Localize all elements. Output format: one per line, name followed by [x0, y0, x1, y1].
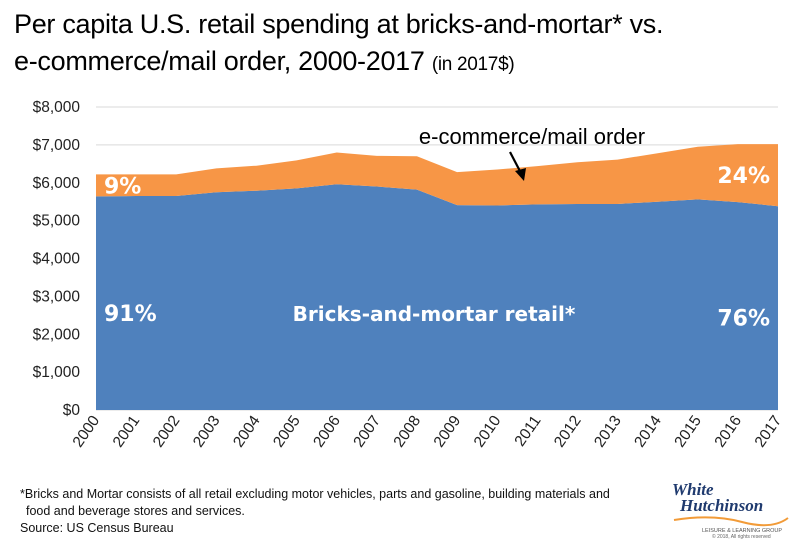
chart-title-line1: Per capita U.S. retail spending at brick…	[14, 9, 664, 39]
chart-title: Per capita U.S. retail spending at brick…	[14, 6, 794, 83]
x-tick-label: 2017	[752, 413, 786, 451]
logo-copyright: © 2018, All rights reserved	[712, 534, 771, 540]
y-axis-ticks: $0 $1,000 $2,000 $3,000 $4,000 $5,000 $6,000 $7…	[33, 99, 81, 419]
logo-word-hutchinson: Hutchinson	[680, 496, 764, 515]
x-tick-label: 2009	[431, 413, 465, 451]
white-hutchinson-logo: White Hutchinson LEISURE & LEARNING GROU…	[672, 480, 790, 542]
x-tick-label: 2004	[230, 412, 264, 450]
x-tick-label: 2010	[471, 412, 505, 450]
x-tick-label: 2007	[350, 413, 384, 451]
y-tick-label: $0	[63, 402, 81, 419]
x-tick-label: 2013	[591, 413, 625, 451]
y-tick-label: $3,000	[33, 288, 81, 305]
x-tick-label: 2012	[551, 413, 585, 451]
logo-word-white: White	[672, 480, 714, 499]
source-note: Source: US Census Bureau	[20, 521, 174, 535]
x-tick-label: 2002	[150, 413, 184, 451]
ecommerce-arrowhead	[515, 168, 526, 181]
chart-title-line2: e-commerce/mail order, 2000-2017 (in 201…	[14, 43, 794, 83]
x-axis-ticks: 2000 2001 2002 2003 2004 2005 2006 2007 2008 2009…	[70, 412, 786, 450]
logo-tagline: LEISURE & LEARNING GROUP	[702, 528, 782, 534]
x-tick-label: 2016	[711, 413, 745, 451]
footnote-line2: food and beverage stores and services.	[26, 504, 245, 518]
percent-label: 24%	[717, 164, 770, 189]
x-tick-label: 2005	[270, 413, 304, 451]
logo-swoosh-icon: LEISURE & LEARNING GROUP	[673, 516, 789, 534]
area-series-ecommerce	[96, 144, 778, 207]
x-tick-label: 2011	[512, 413, 545, 450]
percent-label: 9%	[104, 174, 141, 199]
chart-title-unit: (in 2017$)	[431, 54, 515, 75]
y-tick-label: $1,000	[33, 364, 81, 381]
data-labels: 9% 91% 24% 76% Bricks-and-mortar retail* e-co…	[104, 124, 770, 331]
y-tick-label: $5,000	[33, 213, 81, 230]
x-tick-label: 2001	[110, 413, 144, 451]
stacked-area-chart: $0 $1,000 $2,000 $3,000 $4,000 $5,000 $6,000 $7…	[33, 99, 786, 451]
x-tick-label: 2003	[190, 413, 224, 451]
y-tick-label: $8,000	[33, 99, 81, 116]
footnote: *Bricks and Mortar consists of all retai…	[20, 486, 660, 537]
footnote-line1: *Bricks and Mortar consists of all retai…	[20, 487, 610, 501]
percent-label: 76%	[717, 306, 770, 331]
x-tick-label: 2006	[310, 413, 344, 451]
series-label-bricks-and-mortar: Bricks-and-mortar retail*	[293, 302, 576, 326]
chart-title-main: e-commerce/mail order, 2000-2017	[14, 46, 425, 76]
series-label-ecommerce: e-commerce/mail order	[419, 124, 645, 149]
area-series-bricks-and-mortar	[96, 184, 778, 410]
x-tick-label: 2014	[631, 412, 665, 450]
percent-label: 91%	[104, 302, 157, 327]
y-tick-label: $6,000	[33, 175, 81, 192]
x-tick-label: 2008	[391, 413, 425, 451]
y-tick-label: $7,000	[33, 137, 81, 154]
x-tick-label: 2015	[671, 413, 705, 451]
series-areas	[96, 144, 778, 410]
y-tick-label: $2,000	[33, 326, 81, 343]
y-tick-label: $4,000	[33, 251, 81, 268]
